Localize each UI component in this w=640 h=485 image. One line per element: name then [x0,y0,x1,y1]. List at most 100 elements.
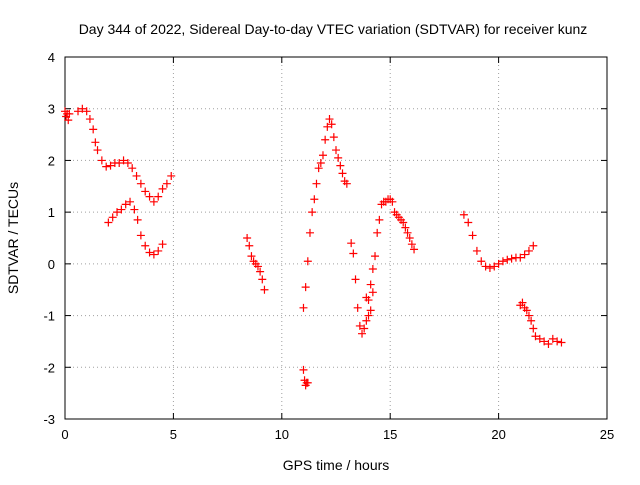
data-point [82,107,91,116]
data-point [154,192,163,201]
data-point [245,241,254,250]
data-point [65,109,74,118]
data-point [325,115,334,124]
data-point [360,324,369,333]
data-point [74,107,83,116]
data-point [522,306,531,315]
data-point [321,135,330,144]
series-arc-6 [459,210,538,272]
data-point [121,200,130,209]
data-point [334,153,343,162]
data-point [477,257,486,266]
series-arc-2 [243,234,269,294]
data-point [126,197,135,206]
data-point [133,215,142,224]
data-point [132,171,141,180]
data-point [472,246,481,255]
y-axis-label: SDTVAR / TECUs [5,182,21,294]
data-point [366,306,375,315]
data-point [93,146,102,155]
y-tick-label: -1 [43,309,55,324]
data-point [459,210,468,219]
data-point [364,296,373,305]
data-point [299,303,308,312]
data-point [117,205,126,214]
data-point [102,162,111,171]
data-point [305,228,314,237]
data-point [104,218,113,227]
series-arc-1c [104,197,167,259]
data-points [61,104,566,390]
data-point [407,240,416,249]
data-point [518,298,527,307]
data-point [410,245,419,254]
data-point [97,156,106,165]
x-tick-label: 15 [383,427,397,442]
data-point [149,250,158,259]
data-point [308,208,317,217]
data-point [167,171,176,180]
data-point [399,218,408,227]
y-tick-label: 4 [48,50,55,65]
data-point [258,275,267,284]
data-point [347,239,356,248]
data-point [158,184,167,193]
data-point [468,231,477,240]
data-point [553,337,562,346]
axis-ticks [64,56,608,420]
data-point [401,223,410,232]
series-arc-1a [61,107,74,125]
data-point [362,316,371,325]
data-point [329,133,338,142]
data-point [403,228,412,237]
data-point [310,195,319,204]
x-tick-label: 20 [491,427,505,442]
data-point [323,122,332,131]
data-point [373,228,382,237]
data-point [358,329,367,338]
data-point [113,208,122,217]
data-point [115,159,124,168]
data-point [119,156,128,165]
data-point [490,262,499,271]
data-point [498,257,507,266]
data-point [388,197,397,206]
grid-lines [65,57,607,419]
series-arc-3b [299,115,351,312]
data-point [243,234,252,242]
series-arc-7 [516,298,566,349]
x-tick-label: 0 [61,427,68,442]
data-point [303,257,312,266]
data-point [136,231,145,240]
data-point [247,252,256,261]
data-point [318,151,327,160]
data-point [312,179,321,188]
data-point [154,246,163,255]
x-tick-label: 25 [600,427,614,442]
data-point [366,280,375,289]
series-arc-5 [381,195,419,254]
data-point [342,179,351,188]
data-point [145,248,154,257]
data-point [256,267,265,276]
data-point [91,138,100,147]
data-point [141,187,150,196]
y-tick-label: 3 [48,102,55,117]
data-point [527,316,536,325]
data-point [485,263,494,272]
data-point [123,159,132,168]
series-arc-4 [347,197,388,338]
data-point [149,197,158,206]
data-point [481,262,490,271]
data-point [353,303,362,312]
data-point [332,146,340,155]
data-point [85,115,94,124]
chart-title: Day 344 of 2022, Sidereal Day-to-day VTE… [79,21,588,37]
data-point [301,283,310,292]
y-tick-label: -2 [43,360,55,375]
x-tick-label: 5 [170,427,177,442]
data-point [375,215,384,224]
y-tick-label: 2 [48,153,55,168]
y-tick-label: -3 [43,412,55,427]
